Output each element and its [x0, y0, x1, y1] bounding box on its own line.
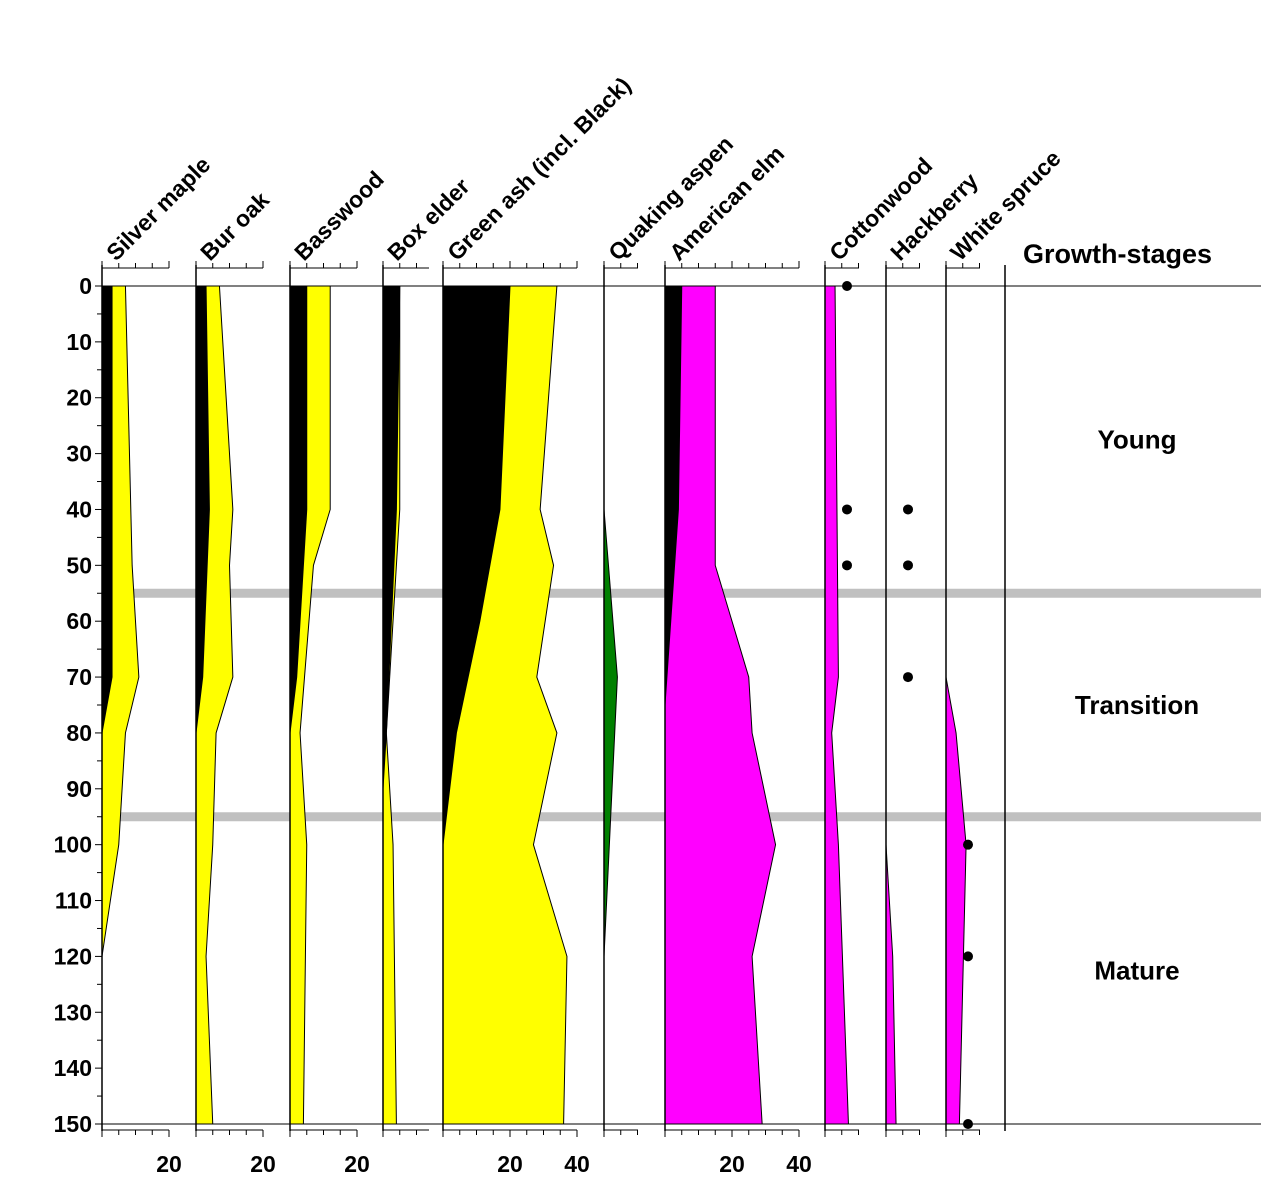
y-tick-label: 70: [66, 664, 92, 690]
growth-stage-label: Transition: [1075, 690, 1199, 720]
y-tick-label: 120: [54, 943, 92, 969]
species-label: Green ash (incl. Black): [442, 72, 636, 266]
bottom-tick-label: 20: [156, 1151, 182, 1177]
y-tick-label: 50: [66, 552, 92, 578]
growth-stage-label: Mature: [1094, 955, 1179, 985]
bottom-tick-label: 20: [719, 1151, 745, 1177]
y-tick-label: 100: [54, 832, 92, 858]
y-tick-label: 60: [66, 608, 92, 634]
bottom-tick-label: 40: [786, 1151, 812, 1177]
presence-dot: [963, 839, 973, 850]
panel: Hackberry: [885, 167, 983, 1137]
depth-axis: 0 10 20 30 40 50 60 70 80 90 100 110 120 130 140 150: [54, 273, 102, 1137]
y-tick-label: 80: [66, 720, 92, 746]
series-area: [885, 286, 897, 1125]
presence-dot: [842, 504, 852, 515]
presence-dot: [963, 951, 973, 962]
series-area: [664, 285, 777, 1125]
bottom-tick-label: 40: [564, 1151, 590, 1177]
y-tick-label: 30: [66, 441, 92, 467]
series-area: [603, 286, 618, 1124]
y-tick-label: 20: [66, 385, 92, 411]
presence-dot: [903, 672, 913, 683]
y-tick-label: 150: [54, 1111, 92, 1137]
y-tick-label: 110: [55, 888, 92, 914]
panel: 20 Basswood: [289, 166, 389, 1177]
series-area: [824, 285, 849, 1125]
growth-stages-column: Growth-stages Young Transition Mature: [102, 239, 1261, 1131]
presence-dot: [903, 560, 913, 571]
y-tick-label: 140: [54, 1055, 92, 1081]
presence-dot: [903, 504, 913, 515]
y-tick-label: 130: [54, 999, 92, 1025]
y-tick-label: 90: [66, 776, 92, 802]
species-label: Basswood: [289, 166, 389, 266]
bottom-tick-label: 20: [250, 1151, 276, 1177]
panel: 20 Bur oak: [195, 186, 276, 1177]
growth-stages-header: Growth-stages: [1023, 239, 1212, 269]
series-area: [945, 286, 967, 1125]
y-tick-label: 40: [66, 496, 92, 522]
presence-dot: [842, 560, 852, 571]
bottom-tick-label: 20: [497, 1151, 523, 1177]
species-label: Bur oak: [195, 186, 274, 265]
bottom-tick-label: 20: [344, 1151, 370, 1177]
growth-stage-label: Young: [1098, 425, 1177, 455]
y-tick-label: 10: [66, 329, 92, 355]
panel: Cottonwood: [824, 152, 937, 1137]
y-tick-label: 0: [79, 273, 92, 299]
